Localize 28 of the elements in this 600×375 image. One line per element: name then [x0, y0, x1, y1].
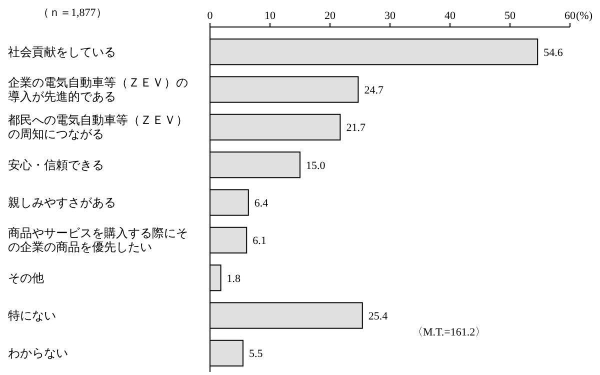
x-tick-label: 60 [564, 10, 576, 22]
x-tick-label: 50 [504, 10, 516, 22]
data-label: 54.6 [544, 46, 564, 59]
x-tick-label: 10 [264, 10, 276, 22]
data-label: 5.5 [249, 348, 264, 360]
y-tick-label: 社会貢献をしている [8, 44, 116, 59]
y-tick-label: 安心・信頼できる [8, 158, 104, 172]
y-tick-label: 商品やサービスを購入する際にその企業の商品を優先したい [8, 226, 188, 254]
y-tick-label: その他 [8, 270, 44, 285]
data-label: 1.8 [226, 272, 242, 285]
annotation: 〈M.T.=161.2〉 [412, 326, 486, 338]
x-tick-label: 0 [207, 10, 214, 22]
data-label: 15.0 [306, 160, 326, 172]
y-tick-label: わからない [8, 346, 68, 360]
x-tick-label: 40 [444, 10, 456, 22]
text: （ｎ＝1,877） [38, 7, 107, 19]
y-tick-label: 都民への電気自動車等（ＺＥＶ）の周知につながる [8, 113, 188, 142]
x-tick-label: 30 [384, 10, 396, 22]
data-label: 6.4 [254, 198, 269, 210]
y-tick-label: 特にない [8, 308, 56, 322]
y-tick-label: 親しみやすさがある [8, 196, 116, 210]
x-axis-title: (%) [576, 10, 593, 22]
data-label: 25.4 [368, 310, 388, 322]
x-tick-label: 20 [324, 10, 336, 22]
data-label: 24.7 [364, 84, 384, 96]
data-label: 21.7 [346, 122, 366, 134]
data-label: 6.1 [252, 235, 266, 248]
y-tick-label: 企業の電気自動車等（ＺＥＶ）の導入が先進的である [8, 76, 188, 104]
